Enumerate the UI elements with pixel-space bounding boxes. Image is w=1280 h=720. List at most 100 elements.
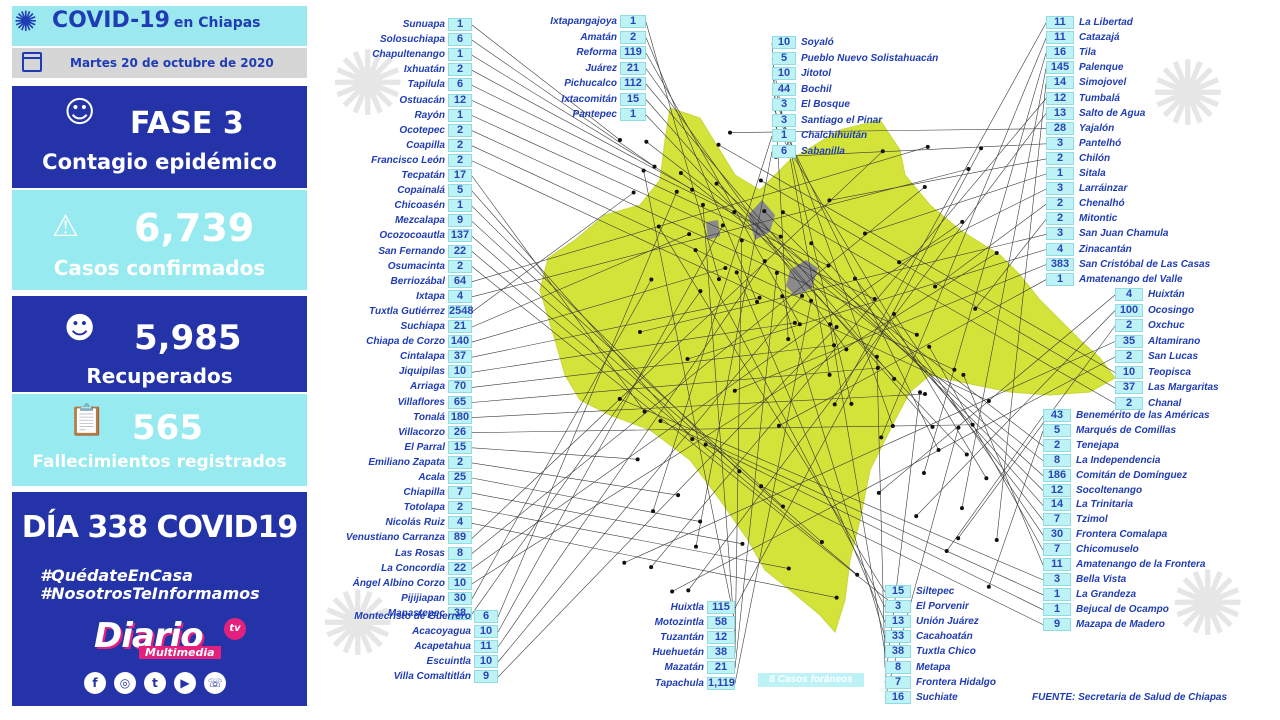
leader-line bbox=[471, 192, 634, 313]
municipality-dot bbox=[686, 588, 691, 593]
case-count-value: 1,119 bbox=[708, 676, 735, 689]
case-count-value: 10 bbox=[479, 625, 493, 637]
case-count-box: 1 bbox=[1043, 587, 1071, 601]
case-count-box: 12 bbox=[1043, 483, 1071, 497]
municipality-label: Acala bbox=[418, 472, 445, 483]
municipality-label: Chicomuselo bbox=[1076, 544, 1139, 556]
municipality-dot bbox=[740, 541, 745, 546]
municipality-dot bbox=[780, 210, 785, 215]
case-count-value: 2 bbox=[1056, 212, 1064, 225]
case-count-value: 33 bbox=[891, 630, 905, 643]
municipality-label: El Porvenir bbox=[916, 601, 969, 613]
municipality-dot bbox=[876, 490, 881, 495]
municipality-label: Tecpatán bbox=[401, 170, 445, 181]
case-count-value: 37 bbox=[453, 350, 467, 363]
municipality-label: Huehuetán bbox=[652, 647, 704, 659]
municipality-dot bbox=[914, 514, 919, 519]
virus-warning-icon: ⚠ bbox=[52, 209, 79, 244]
municipality-label: San Cristóbal de Las Casas bbox=[1079, 258, 1211, 270]
leader-line bbox=[923, 53, 1047, 474]
municipality-dot bbox=[734, 270, 739, 275]
case-count-box: 3 bbox=[1046, 182, 1074, 196]
leader-line bbox=[471, 100, 829, 266]
case-count-value: 6 bbox=[780, 144, 788, 157]
case-count-box: 180 bbox=[448, 410, 472, 424]
case-count-value: 186 bbox=[1047, 468, 1067, 481]
case-count-box: 12 bbox=[707, 631, 735, 645]
case-count-value: 2 bbox=[456, 138, 464, 151]
municipality-dot bbox=[617, 396, 622, 401]
report-date: Martes 20 de octubre de 2020 bbox=[70, 56, 274, 70]
leader-line bbox=[957, 325, 1116, 539]
municipality-dot bbox=[966, 166, 971, 171]
municipality-dot bbox=[964, 452, 969, 457]
leader-line bbox=[471, 297, 760, 358]
municipality-label: Montecristo de Guerrero bbox=[354, 611, 471, 622]
leader-line bbox=[471, 233, 690, 328]
municipality-dot bbox=[755, 299, 760, 304]
municipality-label: Ixhuatán bbox=[403, 64, 445, 76]
municipality-dot bbox=[676, 493, 681, 498]
leader-line bbox=[471, 492, 743, 545]
municipality-label: Venustiano Carranza bbox=[345, 532, 445, 544]
municipality-dot bbox=[890, 424, 895, 429]
case-count-value: 1 bbox=[629, 108, 637, 120]
case-count-box: 43 bbox=[1043, 409, 1071, 422]
leader-line bbox=[471, 290, 701, 615]
leader-line bbox=[471, 130, 917, 336]
municipality-label: Reforma bbox=[576, 47, 617, 58]
whatsapp-icon[interactable]: ☏ bbox=[204, 672, 226, 694]
municipality-dot bbox=[698, 519, 703, 524]
municipality-label: Siltepec bbox=[916, 586, 955, 597]
municipality-dot bbox=[923, 392, 928, 397]
municipality-label: Acapetahua bbox=[414, 641, 471, 652]
case-count-box: 1 bbox=[448, 199, 472, 213]
case-count-value: 3 bbox=[780, 98, 788, 110]
case-count-box: 4 bbox=[1046, 242, 1074, 256]
case-count-box: 89 bbox=[448, 531, 472, 545]
case-count-box: 33 bbox=[885, 630, 911, 644]
case-count-box: 37 bbox=[1115, 381, 1143, 394]
case-count-value: 26 bbox=[453, 425, 467, 438]
instagram-icon[interactable]: ◎ bbox=[114, 672, 136, 694]
case-count-box: 13 bbox=[885, 615, 911, 629]
case-count-value: 17 bbox=[453, 169, 467, 181]
case-count-box: 12 bbox=[448, 93, 472, 107]
recovered-label: Recuperados bbox=[86, 364, 233, 388]
leader-line bbox=[471, 447, 638, 460]
municipality-dot bbox=[874, 354, 879, 359]
leader-line bbox=[829, 324, 886, 653]
hashtag-stay-home: #QuédateEnCasa bbox=[40, 566, 193, 585]
case-count-value: 140 bbox=[450, 335, 470, 348]
case-count-value: 9 bbox=[1053, 617, 1061, 630]
municipality-dot bbox=[956, 536, 961, 541]
municipality-label: Palenque bbox=[1079, 62, 1124, 74]
case-count-box: 2 bbox=[1046, 197, 1074, 211]
municipality-label: Tapachula bbox=[654, 677, 704, 689]
municipality-label: Villaflores bbox=[397, 396, 445, 408]
municipality-dot bbox=[732, 388, 737, 393]
municipality-label: Tumbalá bbox=[1079, 92, 1120, 104]
phase-title: FASE 3 bbox=[130, 106, 244, 141]
case-count-box: 7 bbox=[885, 675, 911, 689]
leader-line bbox=[471, 70, 735, 213]
municipality-label: La Libertad bbox=[1079, 17, 1133, 28]
case-count-value: 6 bbox=[456, 33, 464, 46]
twitter-icon[interactable]: t bbox=[144, 672, 166, 694]
case-count-value: 10 bbox=[777, 36, 791, 48]
facebook-icon[interactable]: f bbox=[84, 672, 106, 694]
municipality-label: Cacahoatán bbox=[916, 631, 973, 643]
leader-line bbox=[497, 225, 724, 633]
leader-line bbox=[880, 37, 1047, 438]
case-count-value: 180 bbox=[450, 410, 470, 423]
case-count-box: 2 bbox=[620, 30, 646, 44]
case-count-value: 12 bbox=[1050, 483, 1064, 496]
case-count-box: 58 bbox=[707, 616, 735, 630]
youtube-icon[interactable]: ▶ bbox=[174, 672, 196, 694]
municipality-dot bbox=[642, 409, 647, 414]
case-count-value: 35 bbox=[1122, 334, 1136, 347]
municipality-dot bbox=[700, 202, 705, 207]
case-count-value: 8 bbox=[456, 546, 464, 559]
municipality-dot bbox=[944, 549, 949, 554]
case-count-value: 9 bbox=[482, 670, 490, 682]
